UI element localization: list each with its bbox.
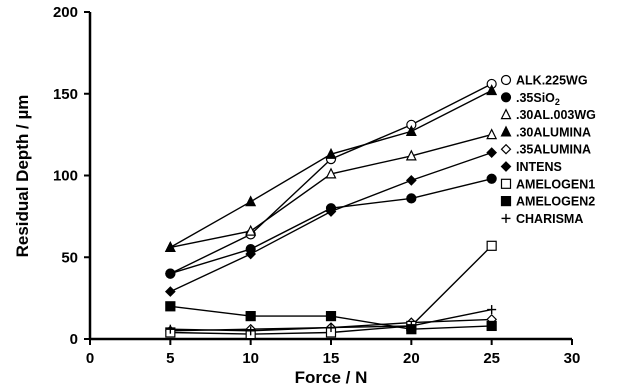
x-tick-label: 5 (166, 350, 174, 367)
legend-item: .30ALUMINA (500, 125, 591, 139)
x-tick-label: 0 (86, 350, 94, 367)
legend-item: AMELOGEN2 (500, 195, 595, 209)
point-plus (406, 321, 416, 331)
x-tick-label: 25 (483, 350, 500, 367)
legend-label: CHARISMA (516, 212, 583, 226)
point-square (245, 311, 256, 322)
series-line (170, 178, 492, 275)
point-plus (487, 305, 497, 315)
point-square (325, 311, 337, 322)
legend-item: CHARISMA (501, 212, 583, 226)
x-axis-title: Force / N (295, 368, 368, 387)
series-5 (164, 147, 498, 297)
series-2 (164, 128, 498, 253)
point-square (500, 196, 512, 207)
legend: ALK.225WG .35SiO2.30AL.003WG .30ALUMINA .35… (500, 74, 596, 226)
point-circle (500, 74, 512, 86)
series-0 (165, 78, 497, 279)
point-triangle (325, 147, 337, 159)
point-plus (246, 326, 256, 336)
legend-label: ALK.225WG (516, 74, 588, 88)
point-square (165, 301, 176, 312)
legend-item: ALK.225WG (500, 74, 588, 88)
legend-label: .35ALUMINA (516, 143, 591, 157)
legend-item: .30AL.003WG (500, 108, 596, 122)
point-triangle (486, 84, 498, 96)
x-tick-label: 30 (564, 350, 581, 367)
point-circle (486, 173, 497, 184)
point-square (486, 240, 497, 251)
point-square (500, 178, 512, 189)
series-line (169, 83, 493, 275)
legend-label: AMELOGEN2 (516, 195, 595, 209)
y-axis-title: Residual Depth / µm (13, 95, 32, 258)
y-tick-label: 200 (53, 4, 78, 21)
legend-subscript: 2 (555, 97, 560, 107)
y-tick-label: 0 (70, 331, 78, 348)
point-triangle (500, 125, 512, 137)
legend-label: .35SiO2 (516, 91, 560, 107)
point-circle (406, 193, 417, 204)
point-triangle (405, 125, 417, 136)
point-triangle (405, 149, 417, 161)
legend-label: INTENS (516, 160, 562, 174)
point-circle (500, 92, 512, 103)
point-plus (165, 324, 175, 334)
point-diamond (325, 206, 337, 217)
legend-label: AMELOGEN1 (516, 177, 595, 191)
point-triangle (500, 108, 512, 120)
y-tick-label: 150 (53, 86, 78, 103)
point-circle (165, 268, 176, 279)
point-triangle (486, 128, 498, 140)
point-plus (501, 213, 511, 223)
point-triangle (164, 241, 176, 253)
series-1 (165, 173, 497, 279)
legend-item: INTENS (500, 160, 562, 174)
x-tick-label: 10 (242, 350, 259, 367)
point-square (486, 320, 497, 332)
legend-item: .35SiO2 (500, 91, 560, 107)
legend-label: .30AL.003WG (516, 108, 596, 122)
point-diamond (245, 248, 257, 260)
ticks: 0 5 10 15 20 25 30 0 50 100 150 200 (53, 4, 580, 367)
legend-item: AMELOGEN1 (500, 177, 595, 191)
point-triangle (245, 195, 257, 207)
legend-label: .30ALUMINA (516, 125, 591, 139)
y-tick-label: 50 (61, 249, 78, 266)
point-diamond (500, 161, 512, 172)
point-triangle (325, 167, 337, 179)
series-8 (165, 305, 497, 336)
series-3 (164, 84, 498, 253)
point-diamond (500, 143, 512, 155)
point-diamond (164, 286, 176, 297)
x-tick-label: 15 (323, 350, 340, 367)
legend-item: .35ALUMINA (500, 143, 591, 157)
point-diamond (405, 175, 417, 186)
point-triangle (245, 224, 257, 236)
x-tick-label: 20 (403, 350, 420, 367)
point-diamond (486, 147, 498, 158)
point-plus (326, 323, 336, 333)
series-group (164, 78, 498, 340)
y-tick-label: 100 (53, 168, 78, 185)
